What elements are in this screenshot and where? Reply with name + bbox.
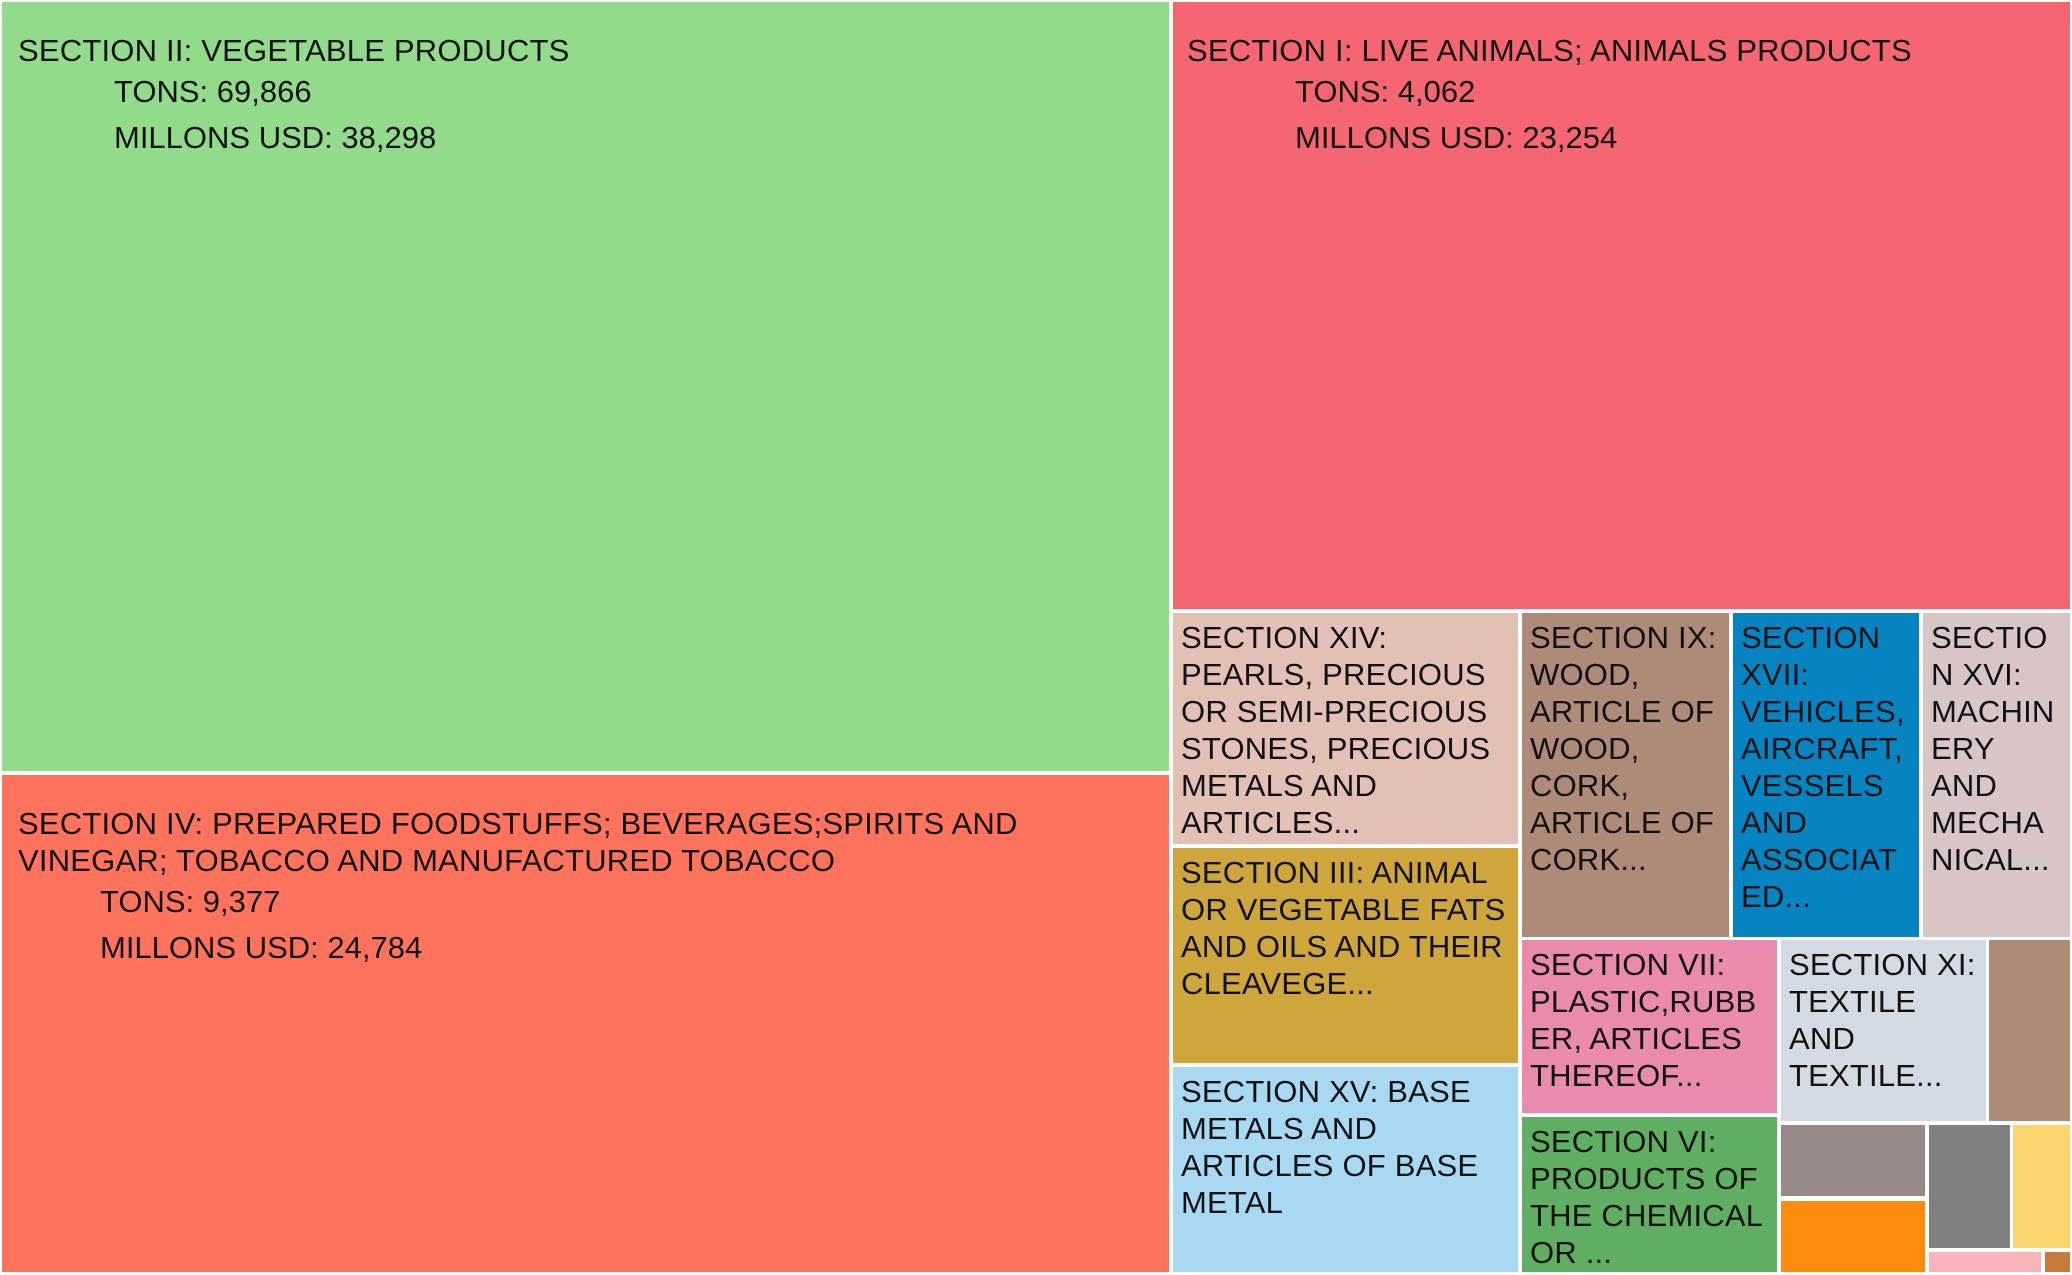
tile-usd: MILLONS USD: 23,254	[1295, 120, 1618, 155]
tile-label: SECTION III: ANIMAL OR VEGETABLE FATS AN…	[1181, 855, 1506, 1001]
treemap-tile-u6	[1927, 1250, 2043, 1274]
tile-usd: MILLONS USD: 38,298	[114, 120, 437, 155]
tile-label: SECTION I: LIVE ANIMALS; ANIMALS PRODUCT…	[1187, 33, 1912, 68]
treemap-tile-sec6: SECTION VI: PRODUCTS OF THE CHEMICAL OR …	[1520, 1115, 1779, 1274]
treemap-tile-u7	[2043, 1250, 2072, 1274]
treemap-tile-sec3: SECTION III: ANIMAL OR VEGETABLE FATS AN…	[1171, 846, 1520, 1065]
treemap-tile-u5	[1779, 1199, 1927, 1274]
tile-label: SECTION XVII: VEHICLES, AIRCRAFT, VESSEL…	[1741, 620, 1905, 914]
tile-label: SECTION IX: WOOD, ARTICLE OF WOOD, CORK,…	[1530, 620, 1717, 877]
tile-label: SECTION VI: PRODUCTS OF THE CHEMICAL OR …	[1530, 1124, 1763, 1270]
treemap-tile-sec2: SECTION II: VEGETABLE PRODUCTS TONS: 69,8…	[0, 0, 1171, 773]
treemap-tile-sec11: SECTION XI: TEXTILE AND TEXTILE...	[1779, 938, 1988, 1123]
tile-label: SECTION XI: TEXTILE AND TEXTILE...	[1789, 947, 1976, 1093]
treemap-tile-sec16: SECTION XVI: MACHINERY AND MECHANICAL...	[1921, 611, 2072, 939]
treemap-tile-sec14: SECTION XIV: PEARLS, PRECIOUS OR SEMI-PR…	[1171, 611, 1520, 846]
tile-label: SECTION IV: PREPARED FOODSTUFFS; BEVERAG…	[18, 806, 1018, 878]
treemap-tile-sec7: SECTION VII: PLASTIC,RUBBER, ARTICLES TH…	[1520, 938, 1779, 1115]
tile-tons: TONS: 69,866	[114, 74, 312, 109]
tile-label: SECTION XV: BASE METALS AND ARTICLES OF …	[1181, 1074, 1479, 1220]
treemap-tile-sec15: SECTION XV: BASE METALS AND ARTICLES OF …	[1171, 1065, 1520, 1274]
tile-tons: TONS: 9,377	[100, 884, 281, 919]
treemap-tile-sec1: SECTION I: LIVE ANIMALS; ANIMALS PRODUCT…	[1171, 0, 2072, 611]
treemap-tile-sec9: SECTION IX: WOOD, ARTICLE OF WOOD, CORK,…	[1520, 611, 1731, 939]
treemap-tile-u3	[1927, 1123, 2012, 1250]
tile-label: SECTION XIV: PEARLS, PRECIOUS OR SEMI-PR…	[1181, 620, 1491, 840]
treemap-tile-u2	[1779, 1123, 1927, 1198]
tile-label: SECTION II: VEGETABLE PRODUCTS	[18, 33, 570, 68]
tile-usd: MILLONS USD: 24,784	[100, 930, 423, 965]
treemap-tile-sec4: SECTION IV: PREPARED FOODSTUFFS; BEVERAG…	[0, 773, 1171, 1274]
tile-label: SECTION VII: PLASTIC,RUBBER, ARTICLES TH…	[1530, 947, 1757, 1093]
treemap-tile-sec17: SECTION XVII: VEHICLES, AIRCRAFT, VESSEL…	[1731, 611, 1921, 939]
tile-label: SECTION XVI: MACHINERY AND MECHANICAL...	[1931, 620, 2055, 877]
treemap-tile-u4	[2011, 1123, 2072, 1250]
treemap-tile-u1	[1987, 938, 2072, 1123]
tile-tons: TONS: 4,062	[1295, 74, 1476, 109]
